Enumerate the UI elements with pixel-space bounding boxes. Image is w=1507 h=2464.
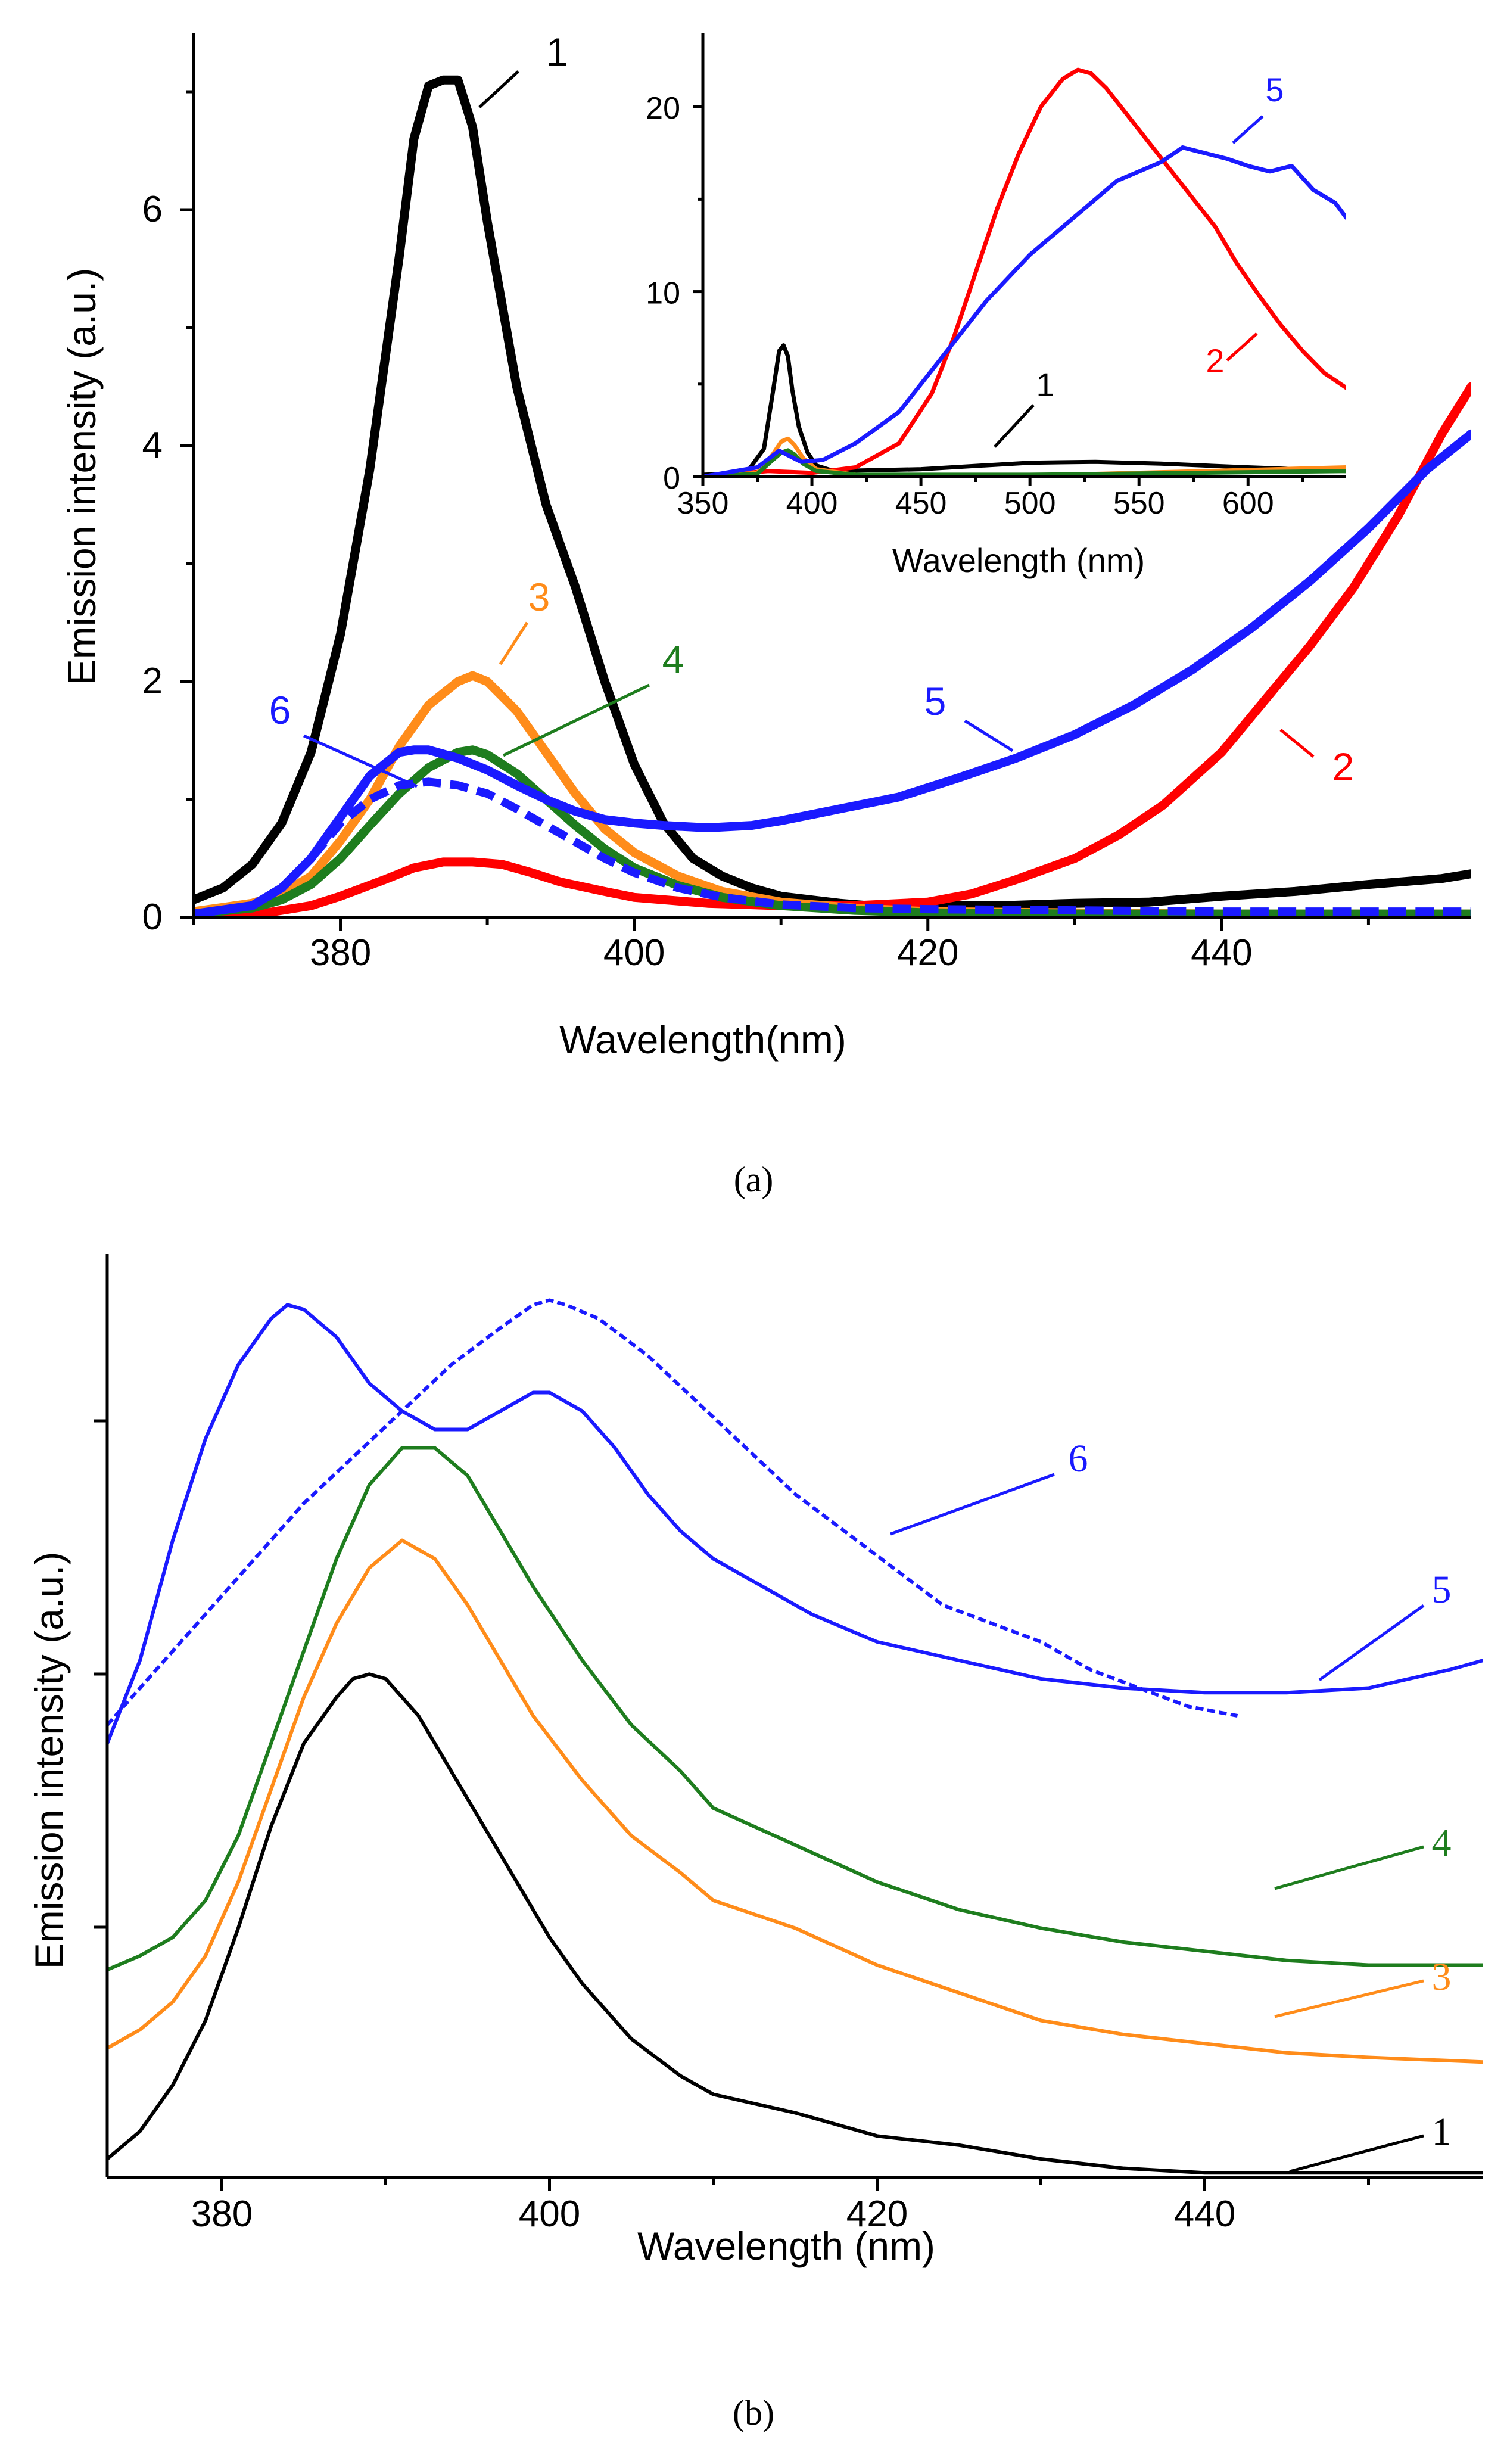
inset-background xyxy=(703,33,1346,477)
a-inset-y-tick-label: 0 xyxy=(663,461,680,496)
a-inset-series-5-line xyxy=(703,145,1346,477)
inset-series-layer xyxy=(703,67,1346,477)
a-inset-x-tick-label: 550 xyxy=(1113,486,1165,521)
a-inset-annotation-1-leader xyxy=(994,404,1035,448)
a-main-y-tick-label: 2 xyxy=(142,661,163,702)
a-main-annotation-1-label: 1 xyxy=(546,30,568,74)
a-main-annotation-3-label: 3 xyxy=(528,575,550,619)
b-x-tick-label: 420 xyxy=(846,2194,908,2235)
panel-b-annotations: 1 3 4 5 6 xyxy=(890,1437,1452,2173)
b-annotation-1-label: 1 xyxy=(1432,2110,1452,2154)
inset-axes: 350 400 450 500 550 600 0 10 20 xyxy=(646,33,1346,521)
a-main-annotation-2-leader xyxy=(1279,729,1315,758)
panel-a-x-axis-title: Wavelength(nm) xyxy=(559,1018,846,1062)
a-inset-x-tick-label: 600 xyxy=(1222,486,1274,521)
a-main-annotation-1-leader xyxy=(478,70,519,108)
a-inset-y-tick-label: 10 xyxy=(646,276,680,311)
panel-a-y-axis-title: Emission intensity (a.u.) xyxy=(60,268,104,686)
a-inset-annotation-1-label: 1 xyxy=(1036,366,1054,403)
panel-b-chart: 380 400 420 440 1 3 4 5 6 Wavelength (nm) Emiss… xyxy=(27,1254,1483,2268)
b-annotation-4-leader xyxy=(1274,1845,1424,1890)
b-x-tick-label: 380 xyxy=(191,2194,253,2235)
b-series-4-line xyxy=(107,1446,1483,1972)
inset-annotations: 1 2 5 xyxy=(994,71,1284,448)
b-series-5-line xyxy=(107,1303,1483,1746)
panel-label-a: (a) xyxy=(734,1160,774,1199)
b-plot-area xyxy=(107,1298,1483,2175)
b-annotation-3-label: 3 xyxy=(1432,1955,1452,1999)
b-series-6-dashed-line xyxy=(107,1298,1238,1726)
panel-b-x-axis-title: Wavelength (nm) xyxy=(637,2224,935,2268)
b-series-1-line xyxy=(107,1672,1483,2175)
a-main-series-1-line xyxy=(194,75,1471,910)
a-main-series-6-dashed-line xyxy=(194,777,1471,917)
a-inset-series-1-line xyxy=(703,343,1346,477)
panel-a-series-layer xyxy=(194,75,1471,917)
a-main-x-tick-label: 400 xyxy=(603,932,665,973)
b-annotation-5-label: 5 xyxy=(1432,1568,1452,1611)
a-inset-series-2-line xyxy=(703,67,1346,477)
a-inset-x-tick-label: 400 xyxy=(786,486,838,521)
panel-b-y-axis-title: Emission intensity (a.u.) xyxy=(27,1552,71,1970)
a-main-annotation-6-label: 6 xyxy=(269,688,291,732)
a-main-x-tick-label: 380 xyxy=(310,932,371,973)
a-inset-series-4-line xyxy=(703,448,1346,477)
a-main-x-tick-label: 420 xyxy=(897,932,958,973)
a-inset-annotation-5-label: 5 xyxy=(1265,71,1284,108)
b-series-3-line xyxy=(107,1538,1483,2064)
a-inset-annotation-2-label: 2 xyxy=(1206,342,1224,379)
panel-b-series-layer xyxy=(107,1298,1483,2175)
a-inset-annotation-2-leader xyxy=(1226,332,1258,362)
b-x-tick-label: 400 xyxy=(519,2194,580,2235)
a-main-annotation-4-label: 4 xyxy=(662,637,684,682)
b-annotation-6-label: 6 xyxy=(1069,1437,1088,1480)
a-inset-x-tick-label: 450 xyxy=(895,486,947,521)
panel-a-annotations: 1 2 3 4 5 6 xyxy=(269,30,1355,789)
a-main-x-tick-label: 440 xyxy=(1191,932,1252,973)
a-main-series-5-line xyxy=(194,429,1471,917)
a-main-annotation-5-label: 5 xyxy=(924,679,946,723)
a-inset-annotation-5-leader xyxy=(1232,115,1264,144)
b-x-tick-label: 440 xyxy=(1174,2194,1235,2235)
a-main-annotation-5-leader xyxy=(964,719,1014,752)
b-annotation-5-leader xyxy=(1318,1604,1425,1682)
a-main-plot-area xyxy=(194,75,1471,917)
a-main-annotation-4-leader xyxy=(502,683,650,757)
a-inset-x-tick-label: 350 xyxy=(677,486,729,521)
inset-x-axis-title: Wavelength (nm) xyxy=(892,542,1145,579)
a-main-annotation-6-leader xyxy=(303,734,418,788)
a-inset-x-tick-label: 500 xyxy=(1004,486,1056,521)
b-annotation-4-label: 4 xyxy=(1432,1821,1452,1865)
a-main-annotation-2-label: 2 xyxy=(1332,745,1355,789)
b-annotation-3-leader xyxy=(1274,1979,1424,2018)
b-annotation-1-leader xyxy=(1289,2134,1424,2173)
panel-a-main-chart: 380 400 420 440 0 2 4 6 1 2 3 4 5 6 Wavelength(nm) E… xyxy=(60,30,1471,1062)
a-main-annotation-3-leader xyxy=(499,621,529,665)
a-main-y-tick-label: 4 xyxy=(142,425,163,466)
panel-b-axes: 380 400 420 440 xyxy=(94,1254,1483,2235)
a-inset-y-tick-label: 20 xyxy=(646,91,680,126)
a-main-y-tick-label: 0 xyxy=(142,897,163,938)
a-inset-plot-area xyxy=(703,67,1346,477)
b-annotation-6-leader xyxy=(890,1473,1055,1536)
a-main-y-tick-label: 6 xyxy=(142,189,163,230)
panel-label-b: (b) xyxy=(733,2393,774,2432)
panel-a-inset-chart: 350 400 450 500 550 600 0 10 20 1 2 5 Wavelength (… xyxy=(646,33,1346,579)
